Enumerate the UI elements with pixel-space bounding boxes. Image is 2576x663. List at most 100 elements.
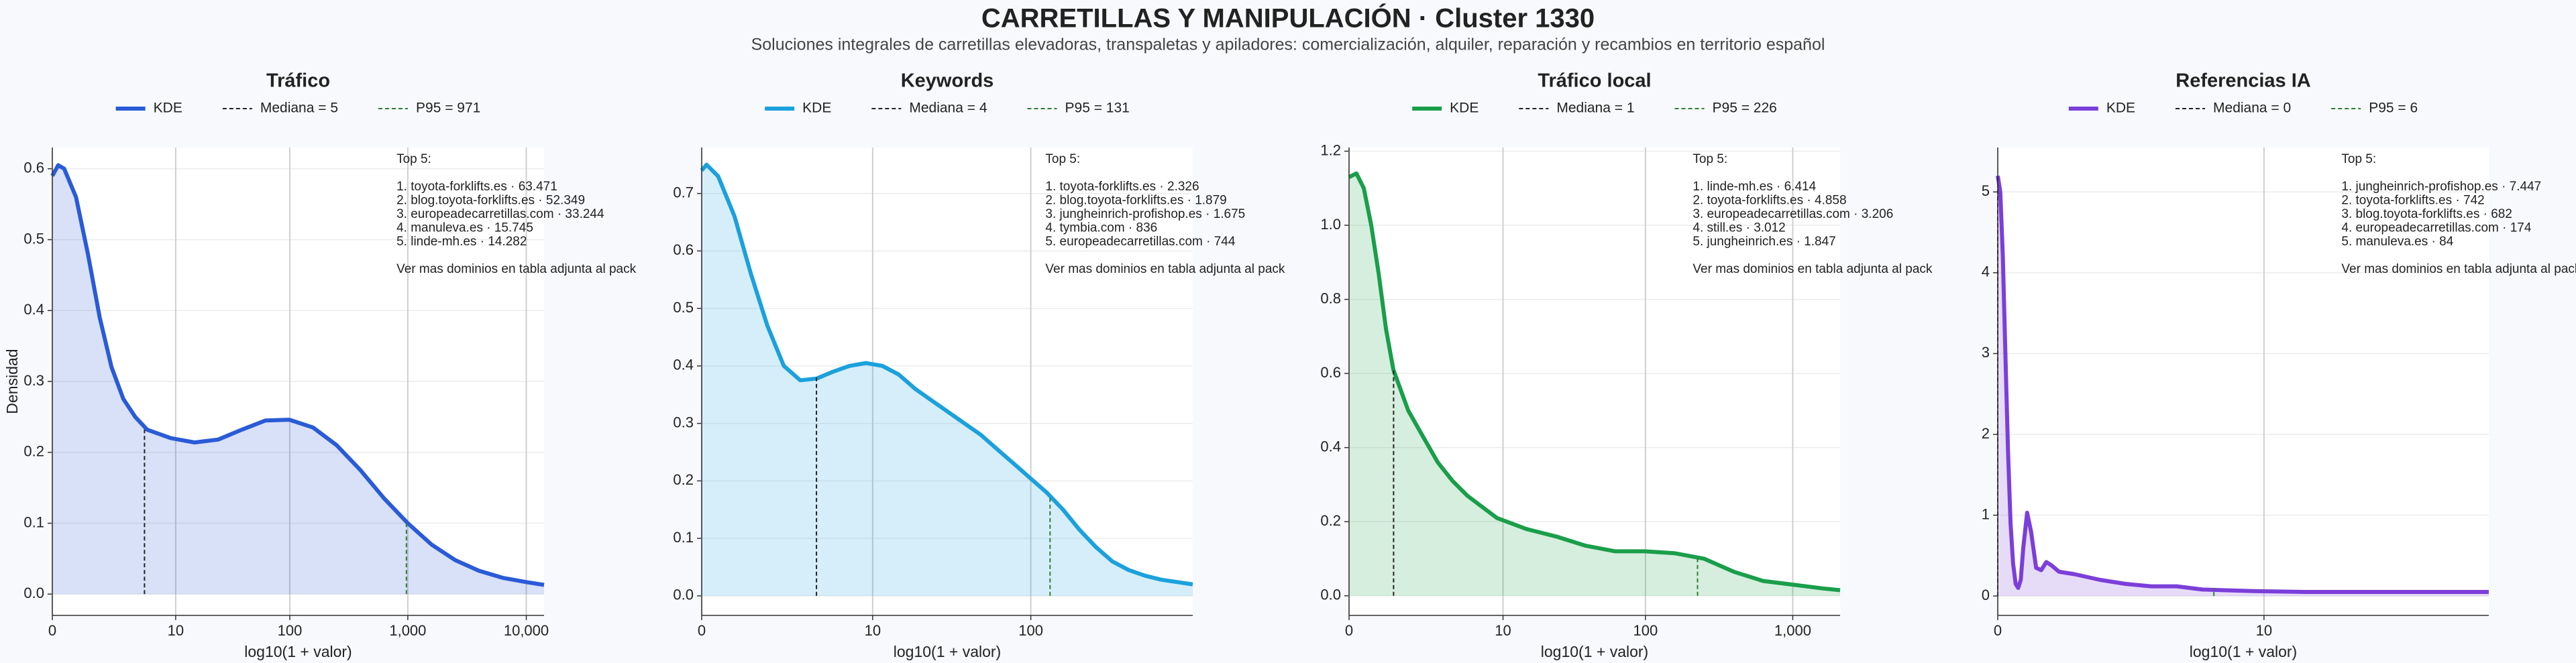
legend-label: P95 = 6 (2369, 101, 2418, 116)
x-tick-label: 0 (48, 622, 56, 639)
y-tick-label: 0.7 (673, 184, 694, 200)
annotation: Top 5: (1045, 152, 1080, 166)
annotation: Top 5: (396, 152, 431, 166)
annotation: 1. toyota-forklifts.es · 63.471 (396, 180, 557, 194)
x-tick-label: 0 (1345, 622, 1353, 639)
x-tick-label: 100 (1018, 622, 1043, 639)
legend-label: KDE (1450, 101, 1479, 116)
annotation: 1. jungheinrich-profishop.es · 7.447 (2341, 180, 2541, 194)
annotation: 2. blog.toyota-forklifts.es · 1.879 (1045, 194, 1226, 208)
y-tick-label: 0.3 (23, 372, 44, 389)
legend-label: KDE (802, 101, 831, 116)
x-tick-label: 10,000 (504, 622, 549, 639)
x-axis-label: log10(1 + valor) (1541, 643, 1648, 660)
legend-label: P95 = 226 (1713, 101, 1777, 116)
kde-line (50, 163, 545, 587)
annotation: Top 5: (1693, 152, 1727, 166)
y-tick-label: 0.0 (23, 585, 44, 601)
legend: KDE Mediana = 0 P95 = 6 (2068, 101, 2418, 116)
annotation: 4. still.es · 3.012 (1693, 221, 1785, 235)
kde-area (52, 165, 544, 595)
x-tick-label: 100 (278, 622, 303, 639)
annotation: 3. blog.toyota-forklifts.es · 682 (2341, 207, 2512, 221)
y-tick-label: 0.2 (1320, 512, 1341, 529)
x-tick-label: 10 (865, 622, 881, 639)
legend-label: Mediana = 4 (909, 101, 987, 116)
legend-label: P95 = 131 (1065, 101, 1130, 116)
annotation: 1. toyota-forklifts.es · 2.326 (1045, 180, 1199, 194)
legend: KDE Mediana = 4 P95 = 131 (765, 101, 1130, 116)
panel-title: Referencias IA (2176, 70, 2311, 92)
kde-line (700, 162, 1193, 587)
annotation: Top 5: (2341, 152, 2376, 166)
x-tick-label: 100 (1633, 622, 1658, 639)
legend-label: Mediana = 5 (260, 101, 338, 116)
annotation: 5. linde-mh.es · 14.282 (396, 235, 527, 249)
annotation: Ver mas dominios en tabla adjunta al pac… (2341, 262, 2576, 276)
annotation: 4. manuleva.es · 15.745 (396, 221, 533, 235)
legend: KDE Mediana = 1 P95 = 226 (1412, 101, 1777, 116)
y-tick-label: 0.6 (23, 160, 44, 176)
panel-title: Keywords (901, 70, 994, 92)
y-tick-label: 0.4 (673, 357, 694, 373)
x-axis-label: log10(1 + valor) (2190, 643, 2297, 660)
legend-label: KDE (2106, 101, 2135, 116)
annotation: Ver mas dominios en tabla adjunta al pac… (1045, 262, 1285, 276)
y-tick-label: 0.6 (1320, 364, 1341, 381)
x-tick-label: 1,000 (1774, 622, 1811, 639)
kde-line (1348, 171, 1841, 593)
y-axis-label: Densidad (3, 349, 21, 414)
kde-area (1349, 173, 1840, 596)
panel-title: Tráfico (266, 70, 330, 92)
y-tick-label: 0.5 (23, 230, 44, 247)
y-tick-label: 4 (1982, 263, 1990, 280)
x-tick-label: 1,000 (389, 622, 426, 639)
y-tick-label: 0 (1982, 587, 1990, 603)
legend-label: P95 = 971 (416, 101, 480, 116)
annotation: 4. tymbia.com · 836 (1045, 221, 1157, 235)
y-tick-label: 1 (1982, 505, 1990, 522)
annotation: 2. blog.toyota-forklifts.es · 52.349 (396, 194, 585, 208)
annotation: Ver mas dominios en tabla adjunta al pac… (396, 262, 636, 276)
annotation: 5. manuleva.es · 84 (2341, 235, 2453, 249)
annotation: 3. jungheinrich-profishop.es · 1.675 (1045, 207, 1245, 221)
legend-label: Mediana = 0 (2213, 101, 2291, 116)
y-tick-label: 3 (1982, 344, 1990, 361)
y-tick-label: 0.3 (673, 414, 694, 430)
y-tick-label: 0.5 (673, 299, 694, 316)
kde-area (702, 164, 1193, 596)
plot-area (702, 147, 1193, 615)
chart-subtitle: Soluciones integrales de carretillas ele… (751, 36, 1825, 54)
x-tick-label: 0 (698, 622, 706, 639)
y-tick-label: 0.4 (1320, 438, 1341, 455)
legend-label: Mediana = 1 (1556, 101, 1634, 116)
x-axis-label: log10(1 + valor) (244, 643, 352, 660)
y-tick-label: 1.2 (1320, 141, 1341, 158)
annotation: 2. toyota-forklifts.es · 742 (2341, 194, 2484, 208)
y-tick-label: 0.2 (673, 471, 694, 488)
panel-title: Tráfico local (1538, 70, 1651, 92)
annotation: 1. linde-mh.es · 6.414 (1693, 180, 1816, 194)
x-tick-label: 10 (2256, 622, 2272, 639)
annotation: 4. europeadecarretillas.com · 174 (2341, 221, 2531, 235)
annotation: 5. jungheinrich.es · 1.847 (1693, 235, 1835, 249)
x-tick-label: 10 (1495, 622, 1511, 639)
y-tick-label: 0.0 (673, 587, 694, 603)
y-tick-label: 0.6 (673, 241, 694, 258)
y-tick-label: 0.0 (1320, 587, 1341, 603)
y-tick-label: 0.1 (673, 529, 694, 546)
x-tick-label: 10 (168, 622, 184, 639)
annotation: 3. europeadecarretillas.com · 33.244 (396, 207, 604, 221)
y-tick-label: 0.4 (23, 301, 44, 318)
annotation: 3. europeadecarretillas.com · 3.206 (1693, 207, 1893, 221)
y-tick-label: 0.2 (23, 443, 44, 460)
y-tick-label: 2 (1982, 425, 1990, 442)
chart-title: CARRETILLAS Y MANIPULACIÓN · Cluster 133… (981, 3, 1595, 34)
annotation: Ver mas dominios en tabla adjunta al pac… (1693, 262, 1932, 276)
y-tick-label: 0.8 (1320, 290, 1341, 306)
y-tick-label: 1.0 (1320, 216, 1341, 233)
kde-line (1996, 175, 2489, 594)
y-tick-label: 5 (1982, 182, 1990, 199)
x-axis-label: log10(1 + valor) (894, 643, 1001, 660)
